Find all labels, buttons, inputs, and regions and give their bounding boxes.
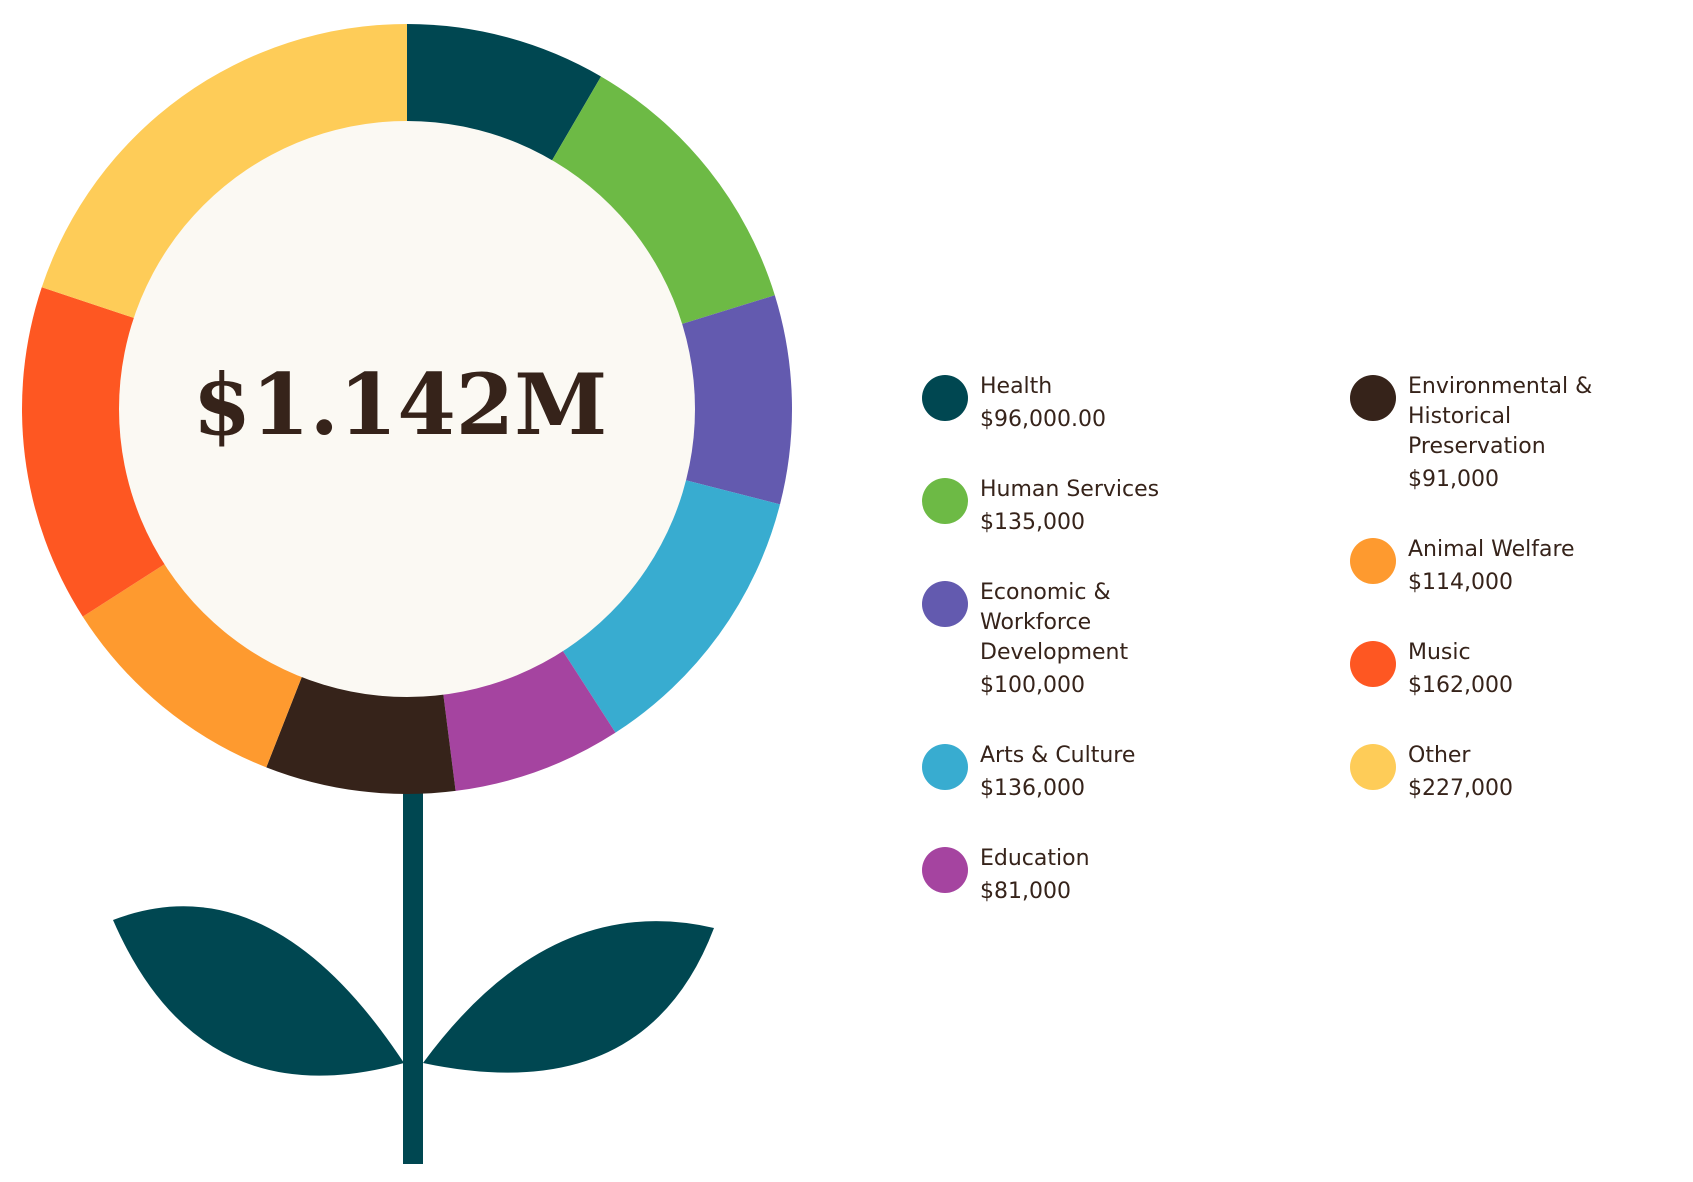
legend-item: Economic & Workforce Development $100,000 xyxy=(922,578,1222,701)
legend: Environmental & Historical Preservation $… xyxy=(1350,372,1640,804)
legend: Health $96,000.00 Human Services $135,000 Ec… xyxy=(922,372,1222,907)
legend-label: Music xyxy=(1408,640,1471,665)
legend-label: Economic & Workforce Development xyxy=(980,580,1129,665)
legend-value: $81,000 xyxy=(980,879,1071,904)
legend-item: Environmental & Historical Preservation $… xyxy=(1350,372,1640,495)
leaf xyxy=(113,906,404,1076)
legend-value: $136,000 xyxy=(980,776,1085,801)
legend-label: Arts & Culture xyxy=(980,743,1136,768)
legend-item: Animal Welfare $114,000 xyxy=(1350,535,1640,598)
total-label: $1.142M xyxy=(193,355,607,454)
legend-swatch xyxy=(1350,744,1396,790)
legend-item: Education $81,000 xyxy=(922,844,1222,907)
legend-swatch xyxy=(922,581,968,627)
legend-label: Health xyxy=(980,374,1053,399)
legend-value: $114,000 xyxy=(1408,570,1513,595)
stem xyxy=(403,780,423,1164)
legend-item: Human Services $135,000 xyxy=(922,475,1222,538)
legend-value: $162,000 xyxy=(1408,673,1513,698)
legend-value: $135,000 xyxy=(980,510,1085,535)
legend-swatch xyxy=(922,375,968,421)
legend-value: $96,000.00 xyxy=(980,407,1106,432)
legend-value: $100,000 xyxy=(980,673,1085,698)
legend-swatch xyxy=(1350,538,1396,584)
legend-value: $227,000 xyxy=(1408,776,1513,801)
legend-swatch xyxy=(922,847,968,893)
legend-label: Education xyxy=(980,846,1090,871)
legend-swatch xyxy=(922,744,968,790)
legend-item: Music $162,000 xyxy=(1350,638,1640,701)
legend-item: Health $96,000.00 xyxy=(922,372,1222,435)
legend-label: Other xyxy=(1408,743,1471,768)
legend-value: $91,000 xyxy=(1408,467,1499,492)
legend-swatch xyxy=(922,478,968,524)
legend-swatch xyxy=(1350,641,1396,687)
legend-swatch xyxy=(1350,375,1396,421)
donut-hole xyxy=(119,121,695,697)
legend-label: Human Services xyxy=(980,477,1160,502)
legend-label: Animal Welfare xyxy=(1408,537,1575,562)
legend-label: Environmental & Historical Preservation xyxy=(1408,374,1593,459)
legend-item: Other $227,000 xyxy=(1350,741,1640,804)
legend-item: Arts & Culture $136,000 xyxy=(922,741,1222,804)
leaf xyxy=(423,921,714,1073)
